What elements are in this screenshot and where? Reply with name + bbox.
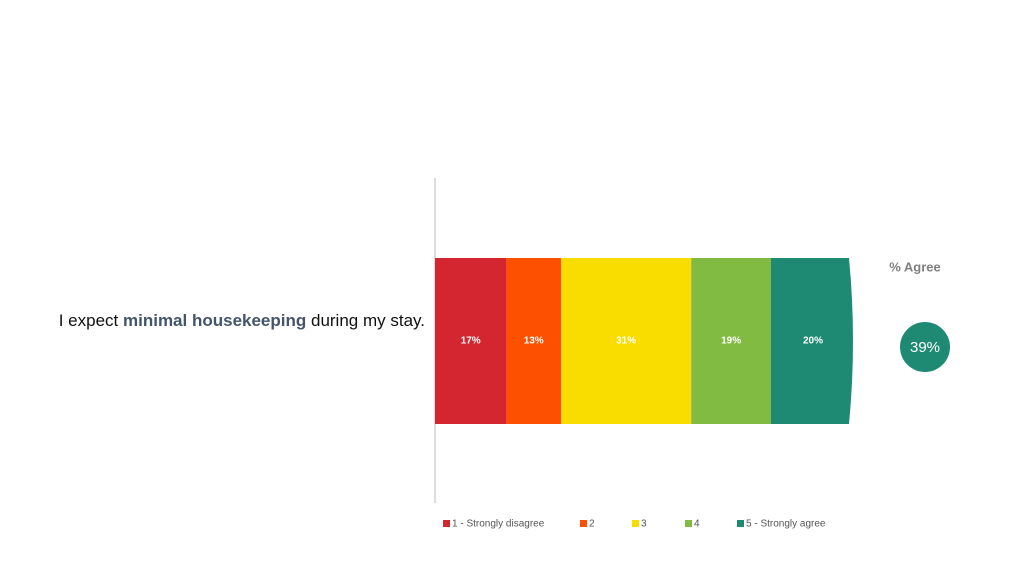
legend-label: 1 - Strongly disagree — [452, 519, 545, 530]
agree-value: 39% — [910, 339, 940, 356]
label-highlight: minimal housekeeping — [123, 311, 306, 330]
value-label: 19% — [721, 336, 741, 347]
legend-label: 2 — [589, 519, 595, 530]
bar-segment — [771, 258, 853, 424]
value-label: 13% — [524, 336, 544, 347]
value-label: 31% — [616, 336, 636, 347]
agree-heading: % Agree — [889, 259, 941, 274]
legend-label: 5 - Strongly agree — [746, 519, 826, 530]
value-label: 20% — [803, 336, 823, 347]
value-label: 17% — [461, 336, 481, 347]
bar-segment — [691, 258, 771, 424]
legend-swatch — [443, 520, 450, 527]
legend-swatch — [685, 520, 692, 527]
bar-segment — [561, 258, 692, 424]
legend-swatch — [580, 520, 587, 527]
bar-segment — [435, 258, 507, 424]
legend-swatch — [737, 520, 744, 527]
legend-label: 4 — [694, 519, 700, 530]
category-label: I expect minimal housekeeping during my … — [59, 311, 425, 330]
agree-circle — [900, 322, 950, 372]
bar-segment — [506, 258, 561, 424]
legend-swatch — [632, 520, 639, 527]
label-start: I expect — [59, 311, 123, 330]
label-end: during my stay. — [306, 311, 425, 330]
legend-label: 3 — [641, 519, 647, 530]
